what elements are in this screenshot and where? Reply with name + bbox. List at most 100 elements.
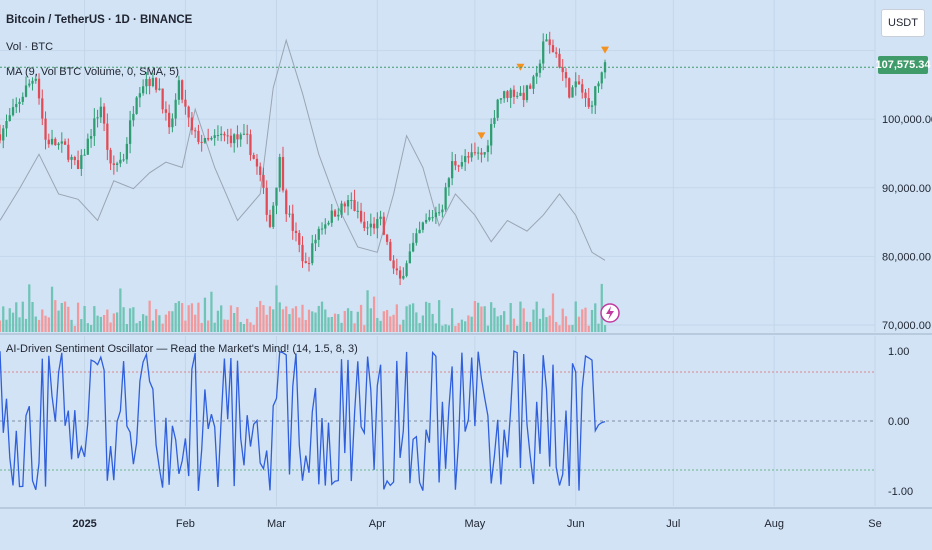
volume-bar [346,308,350,332]
volume-bar [594,303,597,332]
volume-bar [148,300,151,332]
volume-bar [545,317,548,332]
candle [486,139,490,162]
volume-bar [93,306,96,332]
candle [496,98,499,121]
candle [418,221,421,234]
volume-bar [454,325,457,332]
candle [60,132,63,153]
candle [529,83,532,90]
candle [138,87,142,108]
price-axis[interactable]: 70,000.00 80,000.00 90,000.00 100,000.00 [882,114,932,332]
volume-bar [291,308,294,332]
candle [119,151,122,168]
candle [34,74,37,84]
currency-button[interactable]: USDT [881,9,925,37]
volume-bar [57,310,60,332]
candle [63,138,67,145]
candle [447,176,451,196]
volume-bar [581,309,584,332]
volume-bar [145,315,148,332]
volume-bar [2,306,5,332]
volume-bar [106,309,109,332]
candle [470,143,473,162]
candle [37,73,41,105]
volume-bar [405,306,408,332]
volume-bar [558,325,561,332]
volume-bar [213,322,216,332]
volume-bar [73,325,76,332]
volume-bar [168,311,171,332]
candle [181,79,184,104]
volume-bar [301,304,304,332]
candle [568,77,571,99]
volume-bar [343,310,346,332]
volume-bar [311,311,314,332]
volume-bar [577,316,581,332]
volume-ma-line [0,38,606,261]
oscillator-line [0,350,606,491]
candle [122,153,125,162]
candle [330,203,333,227]
volume-bar [252,324,255,332]
candle [236,125,239,148]
time-axis[interactable]: 2025 Feb Mar Apr May Jun Jul Aug Se [72,518,881,530]
candle [324,218,327,235]
candle [503,90,506,103]
candle [141,79,145,96]
candle [499,98,503,104]
candle [255,154,259,175]
time-tick-label: Feb [176,518,195,530]
candle [285,188,288,222]
candle [457,164,460,172]
candle [473,142,477,156]
volume-legend: Vol · BTC [6,41,54,53]
candle [532,74,535,95]
volume-bar [220,305,223,332]
oscillator-axis[interactable]: 1.00 0.00 -1.00 [888,346,913,498]
candle [70,154,73,169]
volume-bar [464,321,467,332]
volume-bar [522,308,525,332]
candle [2,124,5,149]
candle [337,208,340,221]
volume-bar [31,301,34,332]
volume-bar [285,306,288,332]
volume-bar [314,312,317,332]
candle [15,97,18,114]
candle [207,128,210,142]
candle [31,77,34,91]
candle [600,71,603,90]
time-tick-label: Mar [267,518,286,530]
candle [519,86,522,97]
candle [421,221,425,233]
candle [44,111,47,150]
volume-bar [259,300,262,332]
volume-bar [184,320,187,332]
candle [424,213,428,225]
candle [80,149,83,176]
candle [200,134,203,152]
candle [480,148,483,163]
volume-bar [174,303,177,332]
volume-bar [102,315,106,332]
candle [460,155,464,170]
volume-bar [506,324,509,332]
candle [226,128,229,145]
ma-legend: MA (9, Vol BTC Volume, 0, SMA, 5) [6,66,180,78]
volume-bar [15,302,18,332]
oscillator-levels [0,371,875,471]
lightning-icon[interactable] [600,303,620,323]
volume-bar [519,301,522,332]
candle [304,252,307,264]
volume-bar [44,315,47,332]
volume-bar [239,321,242,332]
volume-bar [24,318,28,332]
price-tick-label: 90,000.00 [882,183,931,195]
candle [0,124,2,144]
candle [512,85,516,105]
candle [89,129,93,148]
volume-bar [18,317,21,332]
volume-bar [535,301,538,332]
